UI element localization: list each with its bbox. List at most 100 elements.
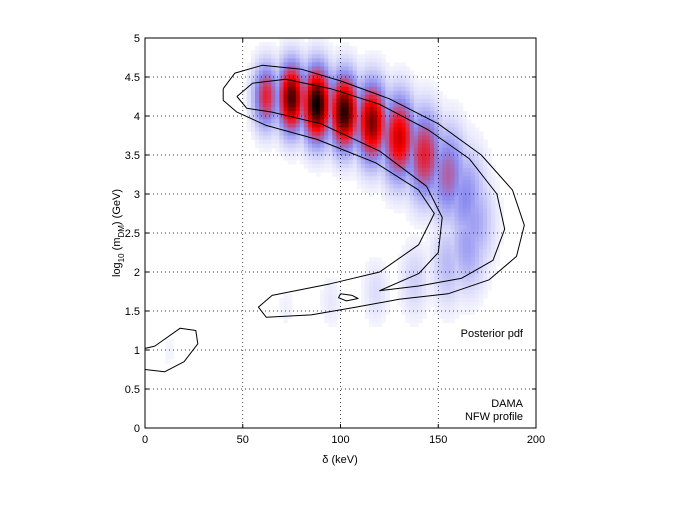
density-cell: [442, 293, 447, 299]
density-cell: [324, 119, 329, 124]
density-cell: [324, 123, 329, 128]
density-cell: [430, 281, 435, 287]
density-cell: [397, 302, 403, 307]
density-cell: [328, 127, 333, 133]
density-cell: [393, 168, 399, 173]
density-cell: [340, 90, 346, 96]
density-cell: [430, 265, 435, 271]
density-cell: [426, 82, 431, 88]
density-cell: [332, 50, 338, 55]
density-cell: [474, 261, 480, 267]
density-cell: [303, 115, 309, 120]
density-cell: [373, 265, 378, 271]
density-cell: [474, 184, 480, 189]
density-cell: [434, 115, 439, 120]
density-cell: [369, 139, 374, 145]
density-cell: [405, 192, 411, 198]
density-cell: [348, 46, 354, 51]
density-cell: [454, 237, 460, 242]
density-cell: [246, 123, 252, 128]
density-cell: [487, 265, 492, 271]
density-cell: [442, 151, 447, 157]
density-cell: [470, 245, 476, 250]
density-cell: [417, 302, 423, 307]
density-cell: [405, 318, 411, 323]
density-cell: [287, 86, 293, 92]
density-cell: [328, 46, 333, 51]
density-cell: [409, 159, 415, 165]
density-cell: [316, 66, 321, 72]
density-cell: [385, 86, 390, 92]
density-cell: [373, 163, 378, 169]
density-cell: [279, 54, 285, 59]
density-cell: [417, 147, 423, 153]
density-cell: [417, 168, 423, 173]
density-cell: [373, 62, 378, 68]
density-cell: [373, 257, 378, 263]
density-cell: [369, 78, 374, 84]
density-cell: [483, 180, 488, 185]
density-cell: [360, 168, 366, 173]
density-cell: [417, 249, 423, 254]
density-cell: [401, 98, 407, 104]
y-tick-label: 4.5: [125, 72, 140, 84]
density-cell: [299, 115, 305, 120]
density-cell: [320, 58, 325, 63]
density-cell: [434, 184, 439, 189]
density-cell: [430, 131, 435, 137]
density-cell: [454, 204, 460, 210]
density-cell: [421, 208, 427, 214]
density-cell: [405, 94, 411, 100]
density-cell: [434, 127, 439, 133]
density-cell: [311, 66, 317, 72]
density-cell: [393, 200, 399, 206]
density-cell: [271, 119, 276, 124]
density-cell: [385, 184, 390, 189]
density-cell: [421, 298, 427, 303]
density-cell: [470, 253, 476, 258]
density-cell: [307, 139, 313, 145]
density-cell: [389, 147, 395, 153]
density-cell: [413, 172, 419, 177]
density-cell: [397, 196, 403, 202]
density-cell: [364, 135, 370, 141]
density-cell: [291, 119, 297, 124]
density-cell: [348, 50, 354, 55]
density-cell: [385, 180, 390, 185]
density-cell: [373, 66, 378, 72]
density-cell: [299, 143, 305, 149]
density-cell: [409, 285, 415, 291]
density-cell: [462, 151, 468, 157]
density-cell: [369, 123, 374, 128]
density-cell: [454, 220, 460, 226]
density-cell: [434, 107, 439, 112]
density-cell: [466, 277, 472, 283]
density-cell: [364, 261, 370, 267]
density-cell: [287, 293, 293, 299]
density-cell: [328, 318, 333, 323]
density-cell: [373, 50, 378, 55]
density-cell: [283, 94, 289, 100]
density-cell: [499, 208, 505, 214]
density-cell: [291, 58, 297, 63]
density-cell: [434, 168, 439, 173]
density-cell: [426, 265, 431, 271]
density-cell: [454, 249, 460, 254]
density-cell: [401, 180, 407, 185]
density-cell: [430, 298, 435, 303]
density-cell: [405, 241, 411, 246]
density-cell: [434, 159, 439, 165]
density-cell: [299, 94, 305, 100]
density-cell: [169, 354, 175, 360]
density-cell: [279, 58, 285, 63]
density-cell: [352, 119, 358, 124]
density-cell: [409, 180, 415, 185]
density-cell: [442, 269, 447, 275]
density-cell: [434, 172, 439, 177]
density-cell: [450, 245, 456, 250]
density-cell: [397, 127, 403, 133]
density-cell: [458, 277, 464, 283]
density-cell: [450, 281, 456, 287]
density-cell: [316, 115, 321, 120]
density-cell: [332, 306, 338, 311]
